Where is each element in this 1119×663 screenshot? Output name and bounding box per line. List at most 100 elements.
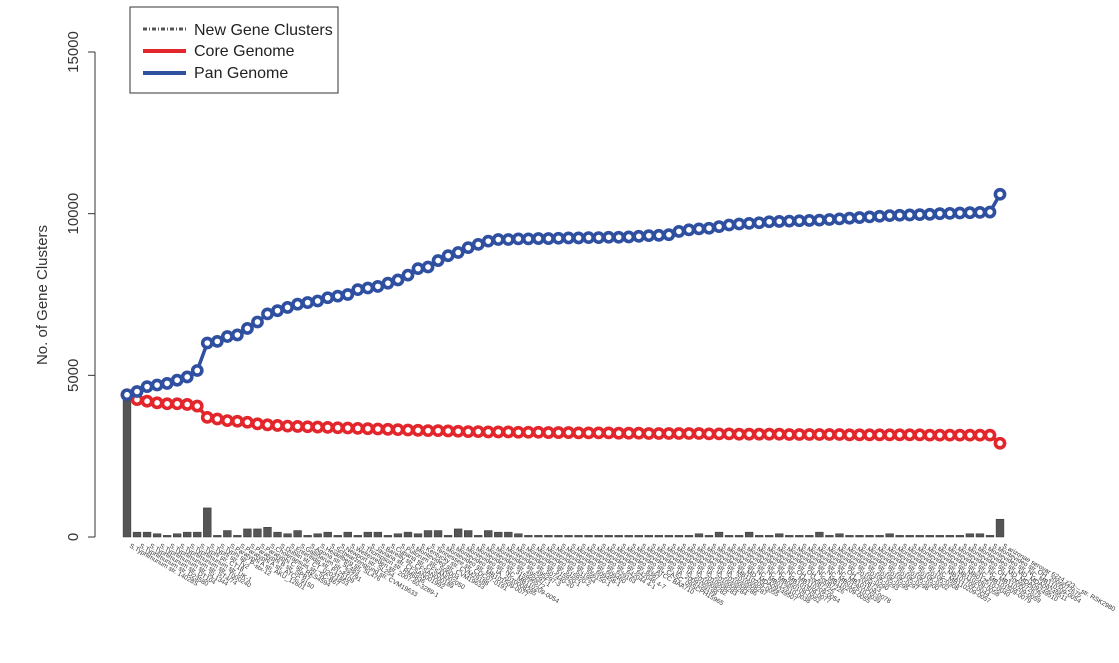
new-gene-cluster-bar — [564, 535, 573, 538]
core-genome-point — [511, 425, 525, 439]
core-genome-point — [361, 422, 375, 436]
new-gene-cluster-bar — [173, 533, 182, 538]
core-genome-point — [732, 427, 746, 441]
core-genome-point — [672, 427, 686, 440]
core-genome-point — [602, 426, 616, 440]
new-gene-cluster-bar — [474, 535, 483, 538]
new-gene-cluster-bar — [544, 535, 553, 538]
new-gene-cluster-bar — [203, 507, 212, 538]
pan-genome-point — [251, 315, 264, 329]
core-genome-point — [702, 427, 716, 441]
new-gene-cluster-bar — [363, 531, 372, 538]
core-genome-point — [241, 415, 254, 429]
new-gene-cluster-bar — [484, 530, 493, 538]
new-gene-cluster-bar — [995, 518, 1005, 538]
new-gene-cluster-bar — [343, 531, 352, 538]
pan-genome-point — [170, 373, 184, 387]
pan-genome-point — [271, 304, 284, 318]
pan-genome-point — [772, 215, 786, 228]
pan-genome-point — [441, 249, 455, 263]
pan-genome-point — [521, 232, 535, 246]
core-genome-series — [120, 388, 1007, 450]
new-gene-cluster-bar — [765, 535, 774, 538]
new-gene-cluster-bar — [253, 528, 262, 538]
legend-item-new-gene-clusters: New Gene Clusters — [143, 22, 333, 39]
core-genome-point — [933, 428, 947, 442]
pan-genome-point — [812, 213, 826, 227]
pan-genome-point — [602, 230, 616, 244]
pan-genome-point — [321, 291, 335, 305]
core-genome-point — [873, 428, 886, 442]
pan-genome-point — [331, 289, 345, 303]
pan-genome-point — [853, 211, 866, 224]
core-genome-point — [421, 424, 435, 438]
new-gene-cluster-bar — [554, 535, 563, 538]
new-gene-cluster-bar — [283, 533, 292, 538]
new-gene-cluster-bar — [604, 535, 613, 538]
core-genome-point — [572, 426, 585, 440]
pan-genome-point — [873, 209, 886, 223]
pan-genome-point — [893, 208, 907, 222]
core-genome-point — [913, 428, 927, 442]
core-genome-point — [210, 412, 224, 426]
core-genome-point — [883, 428, 897, 442]
core-genome-point — [431, 424, 445, 438]
pan-genome-point — [371, 280, 385, 293]
pan-genome-point — [160, 377, 174, 390]
new-gene-cluster-bar — [925, 535, 934, 538]
pan-genome-point — [180, 370, 194, 384]
pan-genome-point — [913, 208, 927, 222]
new-gene-cluster-bar — [594, 535, 603, 538]
pan-genome-point — [903, 208, 917, 222]
new-gene-cluster-bar — [965, 533, 975, 538]
new-gene-cluster-bar — [755, 535, 764, 538]
y-tick-label: 15000 — [65, 31, 82, 73]
pan-genome-point — [843, 211, 856, 225]
pan-genome-point — [943, 206, 957, 220]
new-gene-cluster-bar — [293, 530, 302, 538]
core-genome-point — [622, 426, 636, 440]
pan-genome-point — [883, 209, 897, 223]
legend-item-pan-genome: Pan Genome — [143, 65, 288, 82]
core-genome-point — [762, 427, 776, 441]
pan-genome-point — [230, 328, 244, 342]
core-genome-point — [632, 426, 646, 440]
pan-genome-point — [461, 241, 475, 255]
y-tick-label: 10000 — [65, 193, 82, 235]
pan-genome-point — [582, 231, 595, 244]
core-genome-point — [261, 418, 274, 432]
new-gene-cluster-bar — [835, 533, 844, 538]
legend: New Gene Clusters Core Genome Pan Genome — [129, 6, 339, 94]
core-genome-point — [481, 425, 495, 439]
pan-genome-point — [662, 228, 676, 242]
pan-genome-point — [431, 254, 445, 267]
new-gene-cluster-bar — [433, 530, 443, 538]
pan-genome-point — [963, 206, 977, 220]
new-gene-cluster-bar — [273, 531, 282, 538]
pan-genome-point — [241, 322, 254, 335]
pan-genome-point — [632, 229, 646, 243]
core-genome-point — [301, 420, 315, 434]
pan-genome-point — [682, 223, 696, 237]
pan-genome-point — [983, 205, 997, 219]
new-gene-cluster-bar — [945, 535, 954, 538]
core-genome-point — [953, 428, 967, 442]
legend-item-core-genome: Core Genome — [143, 43, 295, 60]
new-gene-cluster-bar — [935, 535, 944, 538]
pan-genome-point — [732, 217, 746, 231]
core-genome-point — [662, 427, 676, 440]
y-axis-title: No. of Gene Clusters — [34, 225, 51, 365]
pan-genome-point — [833, 212, 846, 226]
new-gene-cluster-bar — [403, 531, 413, 538]
new-gene-cluster-bar — [443, 535, 453, 538]
new-gene-cluster-bar — [734, 535, 744, 538]
new-gene-cluster-bar — [353, 535, 362, 538]
new-gene-cluster-bar — [654, 535, 663, 538]
new-gene-cluster-bar — [193, 531, 202, 538]
new-gene-cluster-bar — [915, 535, 924, 538]
core-genome-point — [230, 414, 244, 428]
pan-genome-point — [973, 205, 987, 219]
new-gene-cluster-bar — [634, 535, 643, 538]
core-genome-point — [562, 426, 575, 439]
new-gene-cluster-bar — [724, 535, 734, 538]
